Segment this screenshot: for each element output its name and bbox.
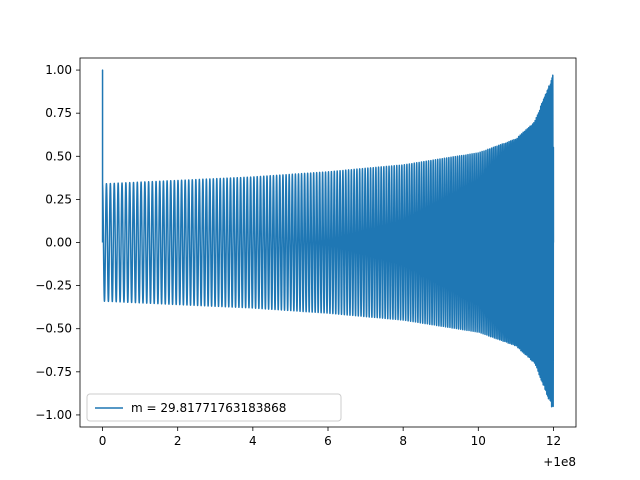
x-tick-label: 10 bbox=[471, 434, 486, 448]
x-tick-label: 2 bbox=[174, 434, 182, 448]
plot-area bbox=[101, 69, 555, 408]
legend-box bbox=[86, 393, 342, 422]
x-offset-label: +1e8 bbox=[543, 455, 576, 469]
x-tick-label: 4 bbox=[249, 434, 257, 448]
y-tick-label: 0.25 bbox=[45, 192, 72, 206]
series-line bbox=[101, 69, 555, 408]
y-tick-label: −0.75 bbox=[35, 365, 72, 379]
x-tick-label: 8 bbox=[399, 434, 407, 448]
y-tick-label: −1.00 bbox=[35, 408, 72, 422]
y-tick-label: −0.50 bbox=[35, 322, 72, 336]
x-tick-label: 0 bbox=[99, 434, 107, 448]
x-tick-label: 6 bbox=[324, 434, 332, 448]
y-tick-label: 0.75 bbox=[45, 106, 72, 120]
legend-entry-label: m = 29.81771763183868 bbox=[131, 401, 286, 415]
legend: m = 29.81771763183868 bbox=[86, 393, 342, 422]
x-tick-label: 12 bbox=[546, 434, 561, 448]
y-tick-label: 0.00 bbox=[45, 236, 72, 250]
y-tick-label: −0.25 bbox=[35, 279, 72, 293]
y-tick-label: 0.50 bbox=[45, 149, 72, 163]
y-tick-label: 1.00 bbox=[45, 63, 72, 77]
axes: 0 2 4 6 8 10 12 1.00 0.75 0.50 0.25 0.00 −0.25 −0.50 −… bbox=[35, 57, 577, 448]
